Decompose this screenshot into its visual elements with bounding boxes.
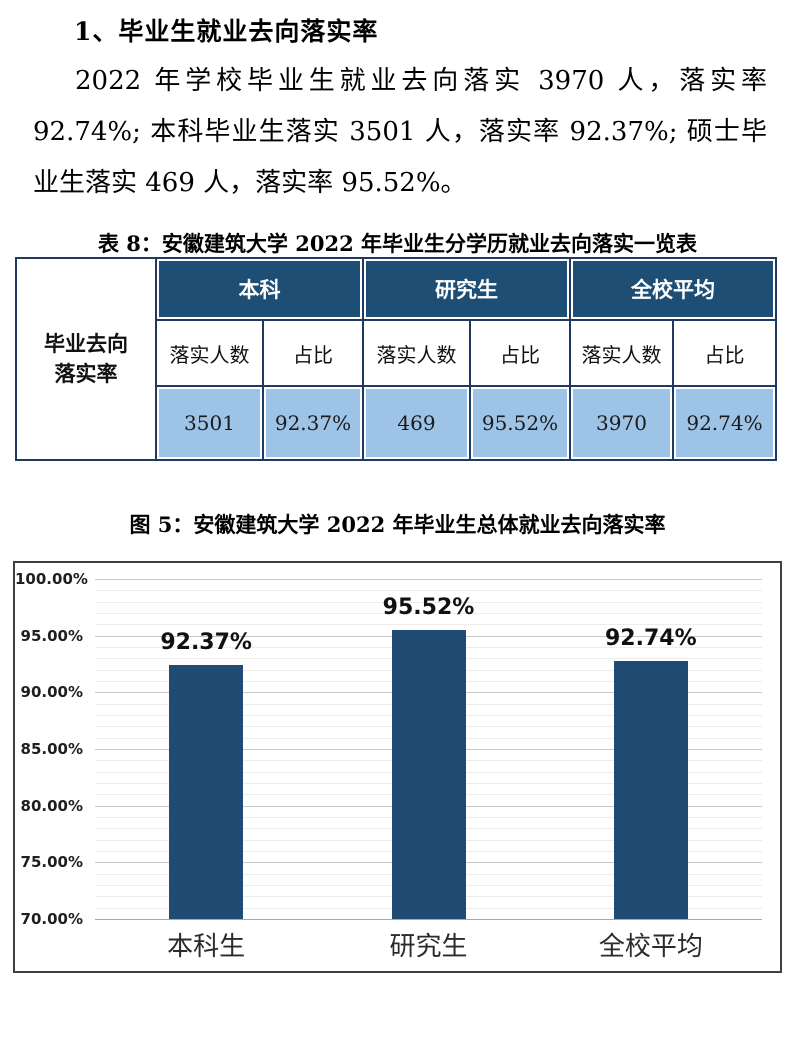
y-tick-label: 85.00% — [20, 740, 83, 758]
y-tick-label: 70.00% — [20, 910, 83, 928]
table-caption: 表 8：安徽建筑大学 2022 年毕业生分学历就业去向落实一览表 — [98, 231, 697, 256]
value-undergraduate-ratio: 92.37% — [262, 385, 364, 461]
table-left-header-line2: 落实率 — [54, 361, 118, 386]
y-tick-label: 90.00% — [20, 683, 83, 702]
value-undergraduate-count: 3501 — [155, 385, 264, 461]
paragraph-line: 2022 年学校毕业生就业去向落实 3970 人，落实率 — [75, 66, 767, 96]
table-row: 毕业去向 落实率 本科 研究生 全校平均 — [15, 257, 777, 461]
subheader-count: 落实人数 — [362, 319, 471, 387]
employment-table: 毕业去向 落实率 本科 研究生 全校平均 落实人数 占比 落实人数 占比 落实人… — [15, 257, 777, 461]
subheader-ratio: 占比 — [469, 319, 571, 387]
y-tick-label: 75.00% — [20, 853, 83, 872]
table-row: 落实人数 占比 落实人数 占比 落实人数 占比 — [16, 319, 777, 387]
figure-caption: 图 5：安徽建筑大学 2022 年毕业生总体就业去向落实率 — [129, 512, 666, 537]
x-category-label: 本科生 — [167, 932, 246, 962]
gridline-minor — [95, 613, 762, 614]
section-heading: 1、毕业生就业去向落实率 — [74, 17, 379, 46]
x-category-label: 研究生 — [389, 932, 468, 962]
subheader-ratio: 占比 — [672, 319, 777, 387]
table-left-header: 毕业去向 落实率 — [15, 257, 157, 461]
body-paragraph: 2022 年学校毕业生就业去向落实 3970 人，落实率 92.74%; 本科毕… — [33, 56, 767, 209]
bar — [169, 665, 244, 919]
group-header-undergraduate: 本科 — [155, 257, 364, 321]
subheader-ratio: 占比 — [262, 319, 364, 387]
y-tick-label: 100.00% — [15, 570, 88, 588]
subheader-count: 落实人数 — [569, 319, 674, 387]
gridline-minor — [95, 624, 762, 626]
paragraph-line: 业生落实 469 人，落实率 95.52%。 — [33, 168, 467, 198]
bar — [613, 661, 688, 919]
bar-value-label: 92.74% — [605, 626, 697, 652]
bar-chart: 100.00% 95.00% 90.00% 85.00% 80.00% 75.00% 70.… — [13, 561, 782, 973]
value-average-count: 3970 — [569, 385, 674, 461]
x-axis-line — [95, 919, 762, 920]
bar — [391, 629, 466, 919]
table-left-header-line1: 毕业去向 — [44, 331, 128, 356]
group-header-school-average: 全校平均 — [569, 257, 777, 321]
chart-plot: 100.00% 95.00% 90.00% 85.00% 80.00% 75.00% 70.… — [15, 563, 780, 971]
bar-value-label: 95.52% — [382, 594, 475, 620]
gridline-minor — [95, 590, 762, 592]
y-tick-label: 80.00% — [20, 796, 83, 815]
value-postgraduate-ratio: 95.52% — [469, 385, 571, 461]
gridline-major — [95, 579, 762, 580]
group-header-postgraduate: 研究生 — [362, 257, 571, 321]
table-row: 3501 92.37% 469 95.52% 3970 92.74% — [16, 385, 777, 461]
y-tick-label: 95.00% — [20, 626, 83, 645]
value-postgraduate-count: 469 — [362, 385, 471, 461]
paragraph-line: 92.74%; 本科毕业生落实 3501 人，落实率 92.37%; 硕士毕 — [33, 117, 767, 147]
value-average-ratio: 92.74% — [672, 385, 777, 461]
bar-value-label: 92.37% — [160, 630, 252, 656]
x-category-label: 全校平均 — [598, 932, 703, 962]
subheader-count: 落实人数 — [155, 319, 264, 387]
gridline-minor — [95, 601, 762, 603]
